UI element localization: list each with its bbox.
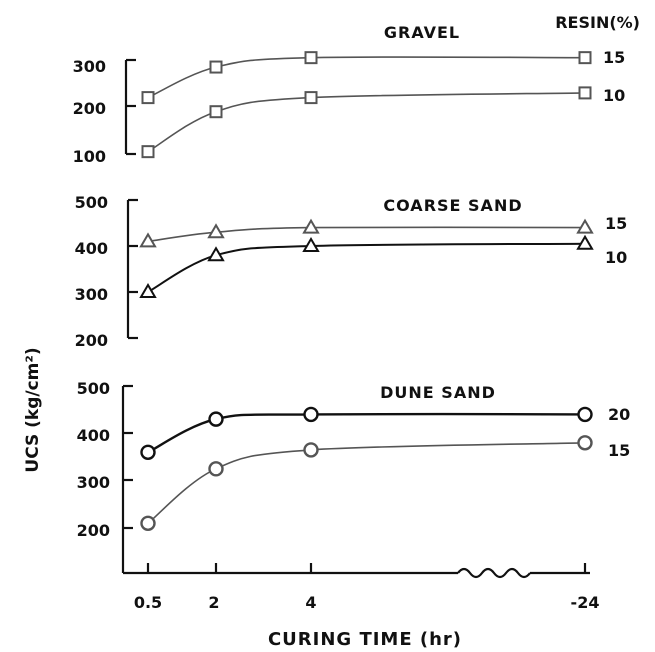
coarse-label-10: 10 <box>605 248 627 267</box>
dune-series-20-line <box>147 412 586 454</box>
coarse-ytick-300: 300 <box>75 285 108 304</box>
gravel-label-15: 15 <box>603 48 625 67</box>
coarse-series-10-point-0 <box>139 283 157 298</box>
coarse-ytick-500: 500 <box>75 193 108 212</box>
gravel-series-15-point-2 <box>304 51 318 65</box>
coarse-series-15-point-0 <box>139 232 157 248</box>
dune-series-20-point-2 <box>303 406 319 423</box>
gravel-label-10: 10 <box>603 86 625 105</box>
gravel-series-10-line <box>147 92 586 153</box>
coarse-series-15-line <box>147 226 586 243</box>
dune-label-15: 15 <box>608 441 630 460</box>
coarse-series-10-line <box>147 242 586 293</box>
x-tick-4: 4 <box>305 593 316 612</box>
coarse-series-15-point-1 <box>207 223 225 239</box>
coarse-ytick-200: 200 <box>75 331 108 350</box>
coarse-series-15-point-2 <box>302 218 320 234</box>
x-tick-2: 2 <box>208 593 219 612</box>
panel-title-gravel: GRAVEL <box>384 23 460 42</box>
gravel-series-10-point-2 <box>304 91 318 105</box>
gravel-series-10-point-1 <box>209 105 223 119</box>
dune-ytick-300: 300 <box>77 473 110 492</box>
gravel-ytick-100: 100 <box>73 147 106 166</box>
coarse-label-15: 15 <box>605 214 627 233</box>
panel-title-coarse-sand: COARSE SAND <box>383 196 522 215</box>
dune-label-20: 20 <box>608 405 630 424</box>
dune-series-15-line <box>147 442 586 524</box>
coarse-series-15-point-3 <box>576 218 594 234</box>
dune-ytick-500: 500 <box>77 379 110 398</box>
gravel-series-10-point-0 <box>141 145 155 159</box>
gravel-ytick-300: 300 <box>73 57 106 76</box>
dune-series-15-point-2 <box>303 442 319 458</box>
dune-series-15-point-3 <box>577 435 593 451</box>
dune-series-20-point-1 <box>208 411 224 427</box>
gravel-series-15-line <box>147 56 586 99</box>
dune-series-20-point-0 <box>140 444 156 460</box>
dune-series-15-point-1 <box>208 461 224 477</box>
gravel-series-15-point-1 <box>209 60 223 74</box>
x-tick-24: -24 <box>571 593 600 612</box>
gravel-ytick-200: 200 <box>73 99 106 118</box>
coarse-series-10-point-1 <box>207 246 225 262</box>
x-axis-label: CURING TIME (hr) <box>268 629 462 650</box>
coarse-series-10-point-3 <box>576 234 594 250</box>
dune-series-15-point-0 <box>140 515 156 531</box>
gravel-series-15-point-0 <box>141 91 155 105</box>
coarse-series-10-point-2 <box>302 237 320 252</box>
legend-title: RESIN(%) <box>555 13 640 32</box>
y-axis-label: UCS (kg/cm²) <box>23 347 43 472</box>
dune-ytick-200: 200 <box>77 521 110 540</box>
panel-title-dune-sand: DUNE SAND <box>380 383 496 402</box>
x-axis-break <box>457 567 531 579</box>
coarse-ytick-400: 400 <box>75 239 108 258</box>
dune-ytick-400: 400 <box>77 426 110 445</box>
gravel-series-15-point-3 <box>578 51 592 65</box>
gravel-series-10-point-3 <box>578 86 592 100</box>
x-tick-0-5: 0.5 <box>134 593 162 612</box>
dune-series-20-point-3 <box>577 406 593 423</box>
